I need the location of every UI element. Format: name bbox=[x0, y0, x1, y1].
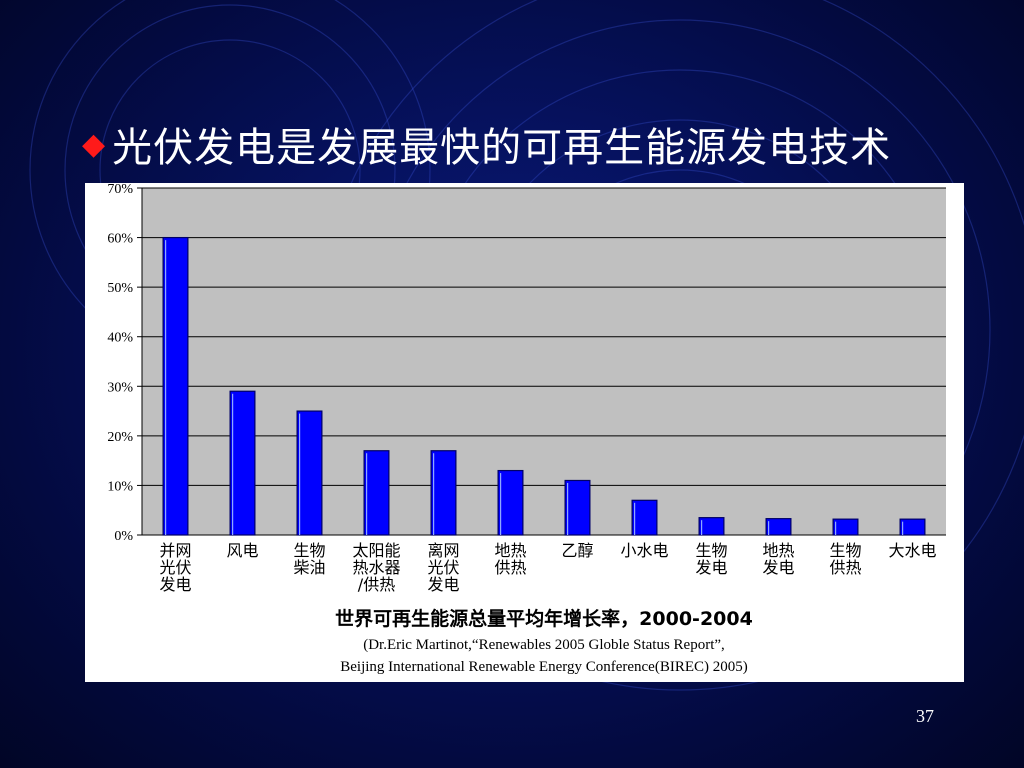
y-tick-label: 0% bbox=[114, 529, 133, 544]
bar bbox=[698, 517, 725, 536]
chart-panel: 0% 10% 20% 30% 40% 50% 60% 70% 并网 光伏 发电 风电 生物 柴油 太阳能 热水… bbox=[85, 183, 964, 682]
y-tick-label: 20% bbox=[107, 430, 133, 445]
bar bbox=[765, 518, 792, 536]
x-tick-label: 生物 bbox=[293, 541, 325, 560]
x-tick-label: 供热 bbox=[494, 558, 526, 577]
bar bbox=[832, 518, 859, 536]
bar bbox=[363, 450, 390, 536]
x-tick-label: 生物 bbox=[695, 541, 727, 560]
chart-source-note: (Dr.Eric Martinot,“Renewables 2005 Globl… bbox=[363, 637, 725, 653]
chart-source-note: Beijing International Renewable Energy C… bbox=[340, 659, 748, 675]
bar bbox=[899, 518, 926, 536]
y-tick-label: 30% bbox=[107, 380, 133, 395]
bar bbox=[631, 499, 658, 536]
x-tick-label: 柴油 bbox=[293, 558, 325, 577]
plot-area bbox=[142, 188, 946, 535]
bar bbox=[430, 450, 457, 536]
y-tick-label: 60% bbox=[107, 232, 133, 247]
slide-title: ◆ 光伏发电是发展最快的可再生能源发电技术 bbox=[82, 118, 892, 171]
x-tick-label: 热水器 bbox=[352, 558, 400, 577]
x-tick-label: 太阳能 bbox=[352, 541, 400, 560]
bar bbox=[229, 390, 256, 536]
bar bbox=[296, 410, 323, 536]
x-tick-label: 地热 bbox=[762, 541, 794, 560]
x-tick-label: 离网 bbox=[427, 541, 459, 560]
x-tick-label: 发电 bbox=[427, 575, 459, 594]
x-tick-label: 供热 bbox=[829, 558, 861, 577]
bar bbox=[162, 236, 189, 536]
y-tick-label: 10% bbox=[107, 479, 133, 494]
x-tick-label: /供热 bbox=[358, 575, 395, 594]
x-tick-label: 小水电 bbox=[620, 541, 668, 560]
x-tick-label: 风电 bbox=[226, 541, 258, 560]
page-number: 37 bbox=[916, 706, 934, 726]
slide-title-text: 光伏发电是发展最快的可再生能源发电技术 bbox=[112, 125, 892, 171]
x-tick-label: 发电 bbox=[762, 558, 794, 577]
x-tick-label: 光伏 bbox=[427, 558, 459, 577]
x-tick-label: 地热 bbox=[494, 541, 526, 560]
x-tick-label: 生物 bbox=[829, 541, 861, 560]
y-tick-label: 70% bbox=[107, 183, 133, 197]
x-tick-label: 并网 bbox=[159, 541, 191, 560]
x-tick-label: 光伏 bbox=[159, 558, 191, 577]
x-tick-label: 乙醇 bbox=[561, 541, 593, 560]
chart-title: 世界可再生能源总量平均年增长率，2000-2004 bbox=[335, 607, 753, 630]
bar bbox=[564, 479, 591, 536]
x-tick-label: 发电 bbox=[695, 558, 727, 577]
y-tick-label: 40% bbox=[107, 331, 133, 346]
bar bbox=[497, 469, 524, 536]
y-tick-label: 50% bbox=[107, 281, 133, 296]
x-tick-label: 发电 bbox=[159, 575, 191, 594]
x-tick-label: 大水电 bbox=[888, 541, 936, 560]
diamond-bullet-icon: ◆ bbox=[82, 126, 107, 162]
